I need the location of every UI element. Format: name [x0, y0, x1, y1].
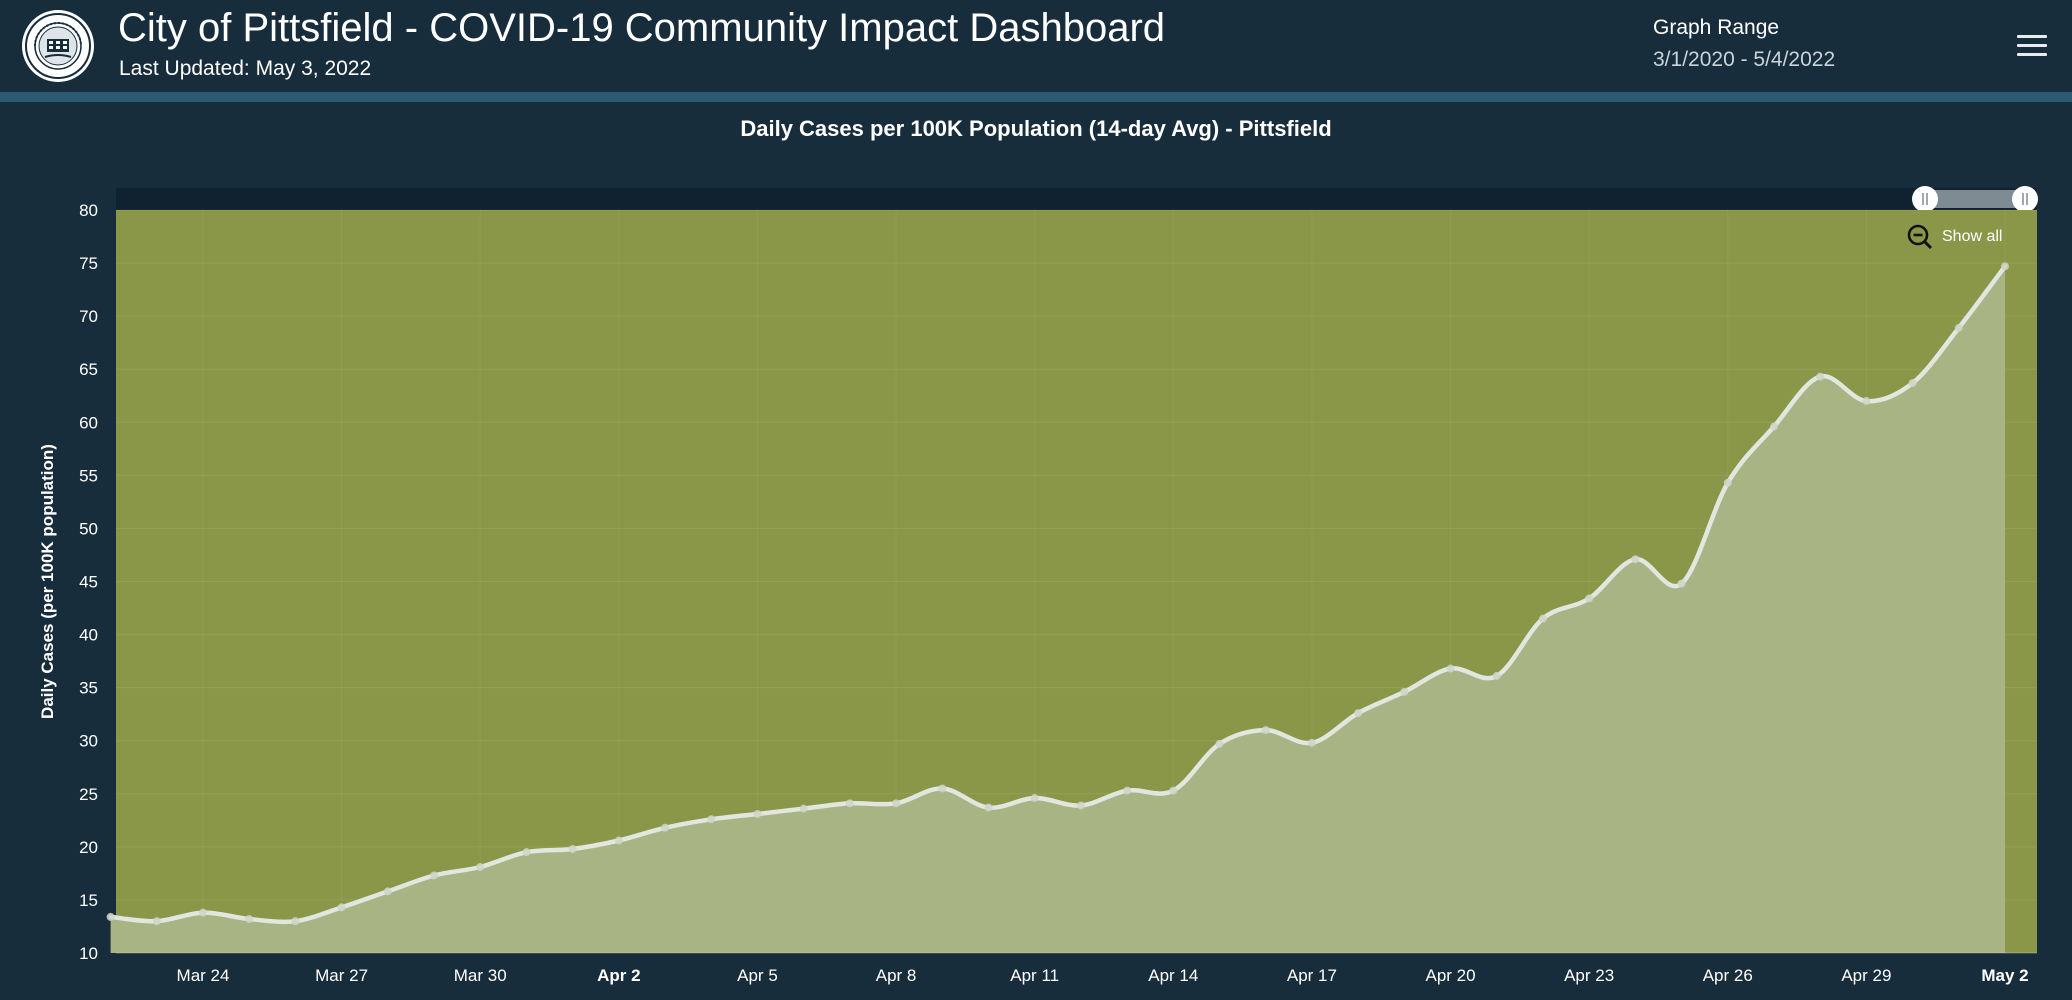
data-point[interactable] — [476, 863, 485, 872]
data-point[interactable] — [1123, 786, 1132, 795]
y-tick-label: 70 — [79, 307, 98, 326]
data-point[interactable] — [984, 803, 993, 812]
data-point[interactable] — [938, 784, 947, 793]
data-point[interactable] — [1307, 738, 1316, 747]
data-point[interactable] — [1261, 726, 1270, 735]
navigator-selection[interactable] — [1925, 190, 2025, 208]
y-tick-label: 50 — [79, 519, 98, 538]
data-point[interactable] — [430, 871, 439, 880]
data-point[interactable] — [337, 903, 346, 912]
show-all-label: Show all — [1942, 228, 2003, 245]
y-tick-label: 80 — [79, 201, 98, 220]
y-tick-label: 45 — [79, 573, 98, 592]
y-tick-label: 40 — [79, 626, 98, 645]
x-tick-label: Mar 24 — [177, 966, 230, 985]
data-point[interactable] — [291, 917, 300, 926]
data-point[interactable] — [152, 917, 161, 926]
data-point[interactable] — [1492, 671, 1501, 680]
x-tick-label: Apr 23 — [1564, 966, 1614, 985]
data-point[interactable] — [1030, 794, 1039, 803]
x-tick-label: Apr 20 — [1425, 966, 1475, 985]
y-tick-label: 75 — [79, 254, 98, 273]
y-tick-label: 20 — [79, 838, 98, 857]
data-point[interactable] — [1446, 664, 1455, 673]
page-title: City of Pittsfield - COVID-19 Community … — [118, 6, 1166, 50]
y-tick-label: 65 — [79, 360, 98, 379]
x-tick-label: Apr 5 — [737, 966, 778, 985]
data-point[interactable] — [707, 815, 716, 824]
dashboard-header: City of Pittsfield - COVID-19 Community … — [0, 0, 2072, 92]
x-tick-label: Apr 2 — [597, 966, 640, 985]
data-point[interactable] — [1354, 709, 1363, 718]
data-point[interactable] — [568, 844, 577, 853]
last-updated-text: Last Updated: May 3, 2022 — [119, 57, 372, 80]
data-point[interactable] — [1169, 786, 1178, 795]
navigator-handle-left[interactable] — [1912, 186, 1938, 212]
data-point[interactable] — [522, 848, 531, 857]
data-point[interactable] — [1076, 801, 1085, 810]
data-point[interactable] — [1769, 422, 1778, 431]
hamburger-menu-icon[interactable] — [2017, 32, 2047, 58]
y-tick-label: 25 — [79, 785, 98, 804]
data-point[interactable] — [1862, 397, 1871, 406]
data-point[interactable] — [892, 799, 901, 808]
x-tick-label: May 2 — [1981, 966, 2028, 985]
data-point[interactable] — [1215, 739, 1224, 748]
data-point[interactable] — [661, 823, 670, 832]
x-tick-label: Apr 17 — [1287, 966, 1337, 985]
city-seal-logo — [22, 10, 94, 82]
x-tick-label: Apr 14 — [1148, 966, 1198, 985]
series-area — [110, 266, 2006, 953]
y-tick-label: 15 — [79, 891, 98, 910]
data-point[interactable] — [1585, 594, 1594, 603]
data-point[interactable] — [245, 915, 254, 924]
graph-range-label: Graph Range — [1653, 16, 1780, 39]
data-point[interactable] — [753, 809, 762, 818]
data-point[interactable] — [799, 804, 808, 813]
navigator-handle-right[interactable] — [2012, 186, 2038, 212]
data-point[interactable] — [845, 799, 854, 808]
chart-title: Daily Cases per 100K Population (14-day … — [740, 116, 1332, 141]
x-tick-label: Apr 8 — [876, 966, 917, 985]
data-point[interactable] — [1954, 323, 1963, 332]
data-point[interactable] — [106, 912, 115, 921]
y-axis-label: Daily Cases (per 100K population) — [38, 444, 57, 719]
data-point[interactable] — [1538, 614, 1547, 623]
data-point[interactable] — [2001, 262, 2009, 271]
data-point[interactable] — [1816, 372, 1825, 381]
data-point[interactable] — [614, 836, 623, 845]
x-tick-label: Mar 27 — [315, 966, 368, 985]
show-all-button[interactable]: Show all — [1906, 222, 2002, 252]
y-tick-label: 10 — [79, 944, 98, 963]
y-tick-label: 35 — [79, 679, 98, 698]
data-point[interactable] — [1908, 379, 1917, 388]
x-tick-label: Mar 30 — [454, 966, 507, 985]
y-tick-label: 30 — [79, 732, 98, 751]
x-tick-label: Apr 11 — [1010, 966, 1059, 985]
data-point[interactable] — [1677, 579, 1686, 588]
data-point[interactable] — [199, 908, 207, 917]
x-tick-label: Apr 29 — [1841, 966, 1891, 985]
graph-range-value[interactable]: 3/1/2020 - 5/4/2022 — [1653, 48, 1836, 71]
data-point[interactable] — [1631, 555, 1640, 564]
data-point[interactable] — [383, 887, 392, 896]
y-tick-label: 60 — [79, 413, 98, 432]
navigator-strip — [116, 188, 2037, 210]
data-point[interactable] — [1400, 687, 1409, 696]
y-tick-label: 55 — [79, 466, 98, 485]
data-point[interactable] — [1723, 478, 1732, 487]
header-divider — [0, 92, 2072, 102]
x-tick-label: Apr 26 — [1703, 966, 1753, 985]
zoom-out-icon — [1907, 224, 1933, 250]
